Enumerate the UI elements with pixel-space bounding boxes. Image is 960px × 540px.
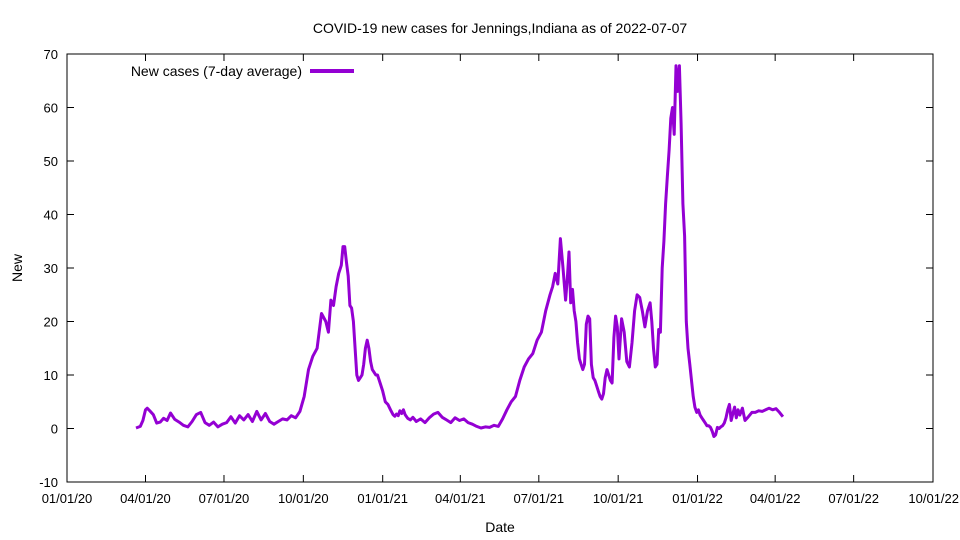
x-tick-label: 01/01/21 <box>357 491 408 506</box>
y-tick-label: 20 <box>44 315 58 330</box>
plot-border <box>66 53 934 483</box>
x-tick-label: 10/01/21 <box>593 491 644 506</box>
x-tick-label: 01/01/20 <box>42 491 93 506</box>
legend-label: New cases (7-day average) <box>131 63 302 79</box>
x-tick-label: 04/01/20 <box>120 491 171 506</box>
x-axis: 01/01/20 04/01/20 07/01/20 10/01/20 01/01/21… <box>42 54 959 506</box>
y-tick-label: 30 <box>44 261 58 276</box>
x-tick-label: 04/01/22 <box>750 491 801 506</box>
y-axis-label: New <box>9 253 25 282</box>
y-axis: -10 0 10 20 30 40 50 60 70 <box>39 47 933 490</box>
legend: New cases (7-day average) <box>131 63 354 79</box>
y-tick-label: -10 <box>39 475 58 490</box>
y-tick-label: 10 <box>44 368 58 383</box>
x-tick-label: 01/01/22 <box>672 491 723 506</box>
x-tick-label: 07/01/22 <box>828 491 879 506</box>
series-group <box>135 64 785 438</box>
x-tick-label: 10/01/22 <box>908 491 959 506</box>
y-tick-label: 40 <box>44 208 58 223</box>
x-tick-label: 07/01/20 <box>199 491 250 506</box>
x-tick-label: 10/01/20 <box>278 491 329 506</box>
y-tick-label: 0 <box>51 422 58 437</box>
x-tick-label: 04/01/21 <box>435 491 486 506</box>
x-axis-label: Date <box>485 519 515 535</box>
series-line <box>135 64 785 438</box>
y-tick-label: 60 <box>44 101 58 116</box>
chart-title: COVID-19 new cases for Jennings,Indiana … <box>313 20 688 36</box>
y-tick-label: 50 <box>44 154 58 169</box>
y-tick-label: 70 <box>44 47 58 62</box>
x-tick-label: 07/01/21 <box>514 491 565 506</box>
